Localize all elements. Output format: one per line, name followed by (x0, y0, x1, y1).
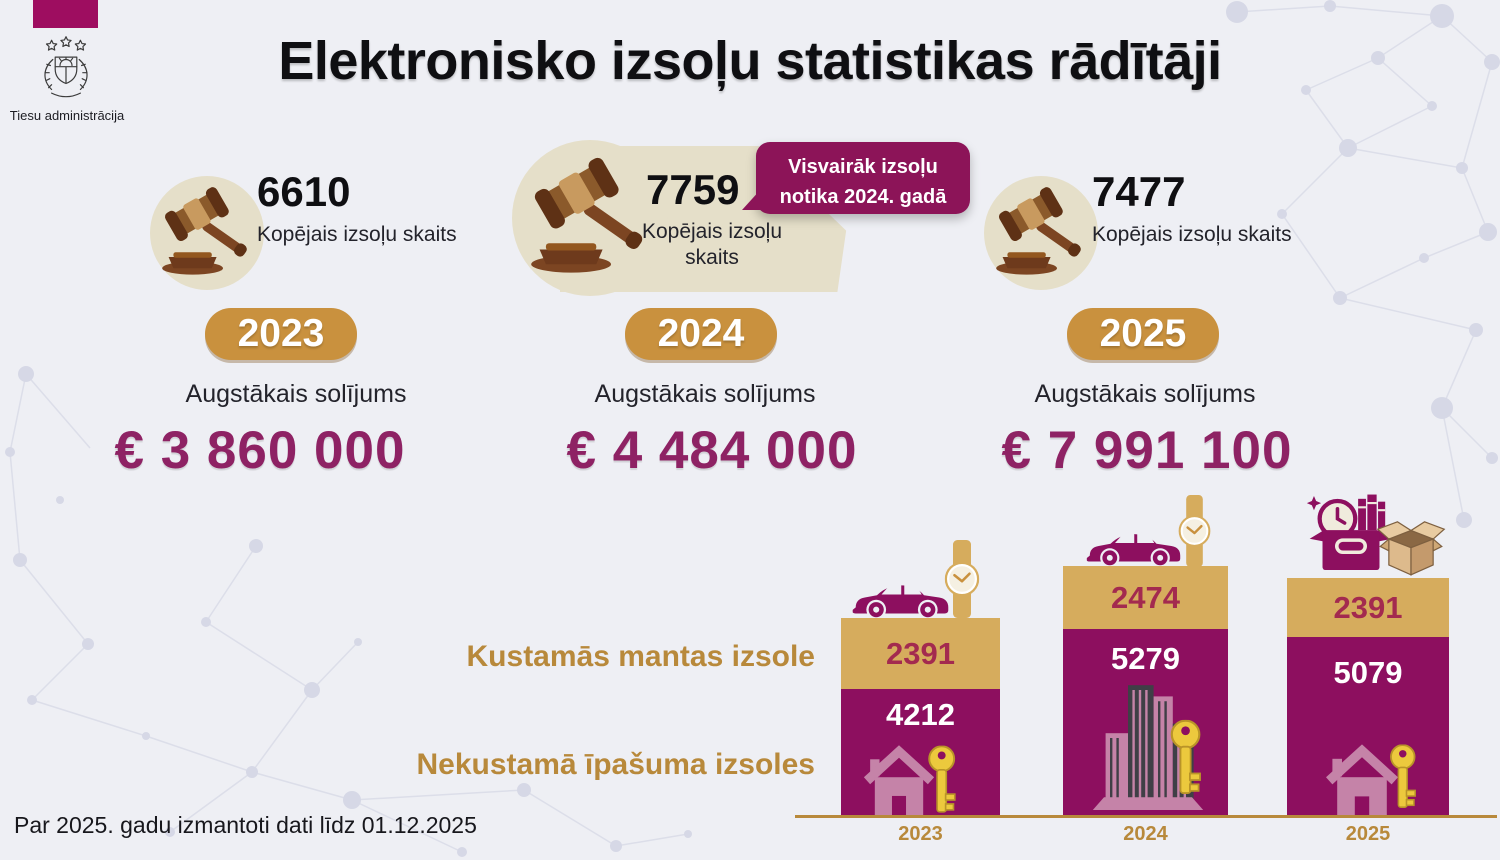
key-icon (1166, 712, 1208, 806)
bar-2025-realestate-value: 5079 (1333, 655, 1403, 690)
gavel-icon (159, 185, 255, 281)
wristwatch-icon (944, 540, 980, 618)
bar-2025-movable-value: 2391 (1333, 589, 1403, 625)
callout-line1: Visvairāk izsoļu (788, 156, 938, 178)
coat-of-arms-logo-icon (44, 36, 88, 98)
page-title: Elektronisko izsoļu statistikas rādītāji (278, 31, 1222, 91)
bar-2024-movable-value: 2474 (1111, 579, 1180, 615)
callout-line2: notika 2024. gadā (779, 186, 947, 208)
key-icon (1386, 742, 1422, 814)
total-auctions-2025: 7477 (1092, 168, 1186, 215)
total-auctions-2024: 7759 (646, 166, 740, 213)
wristwatch-icon (1177, 495, 1212, 567)
logo-caption: Tiesu administrācija (9, 108, 125, 123)
year-badge-2025: 2025 (1067, 308, 1219, 360)
total-auctions-caption-2025: Kopējais izsoļu skaits (1092, 223, 1292, 246)
bar-2024-realestate-value: 5279 (1111, 641, 1180, 676)
gavel-circle-2023 (150, 176, 264, 290)
highest-bid-label-2024: Augstākais solījums (594, 380, 816, 408)
gavel-icon (993, 185, 1089, 281)
total-auctions-2023: 6610 (257, 168, 351, 215)
x-axis-label-2024: 2024 (1123, 823, 1168, 845)
gavel-circle-2024 (512, 140, 668, 296)
key-icon (924, 744, 962, 818)
brand-color-block (33, 0, 98, 28)
highest-bid-value-2023: € 3 860 000 (114, 421, 406, 480)
highest-bid-label-2025: Augstākais solījums (1034, 380, 1256, 408)
bar-2023-movable-value: 2391 (886, 635, 955, 671)
car-icon (852, 574, 952, 618)
bar-2023-movable-segment: 2391 (841, 618, 1000, 689)
highest-bid-label-2023: Augstākais solījums (185, 380, 407, 408)
x-axis-label-2025: 2025 (1345, 823, 1391, 845)
highest-bid-value-2024: € 4 484 000 (566, 421, 858, 480)
total-auctions-caption-2024: Kopējais izsoļu skaits (641, 220, 783, 270)
bar-2025-movable-segment: 2391 (1287, 578, 1449, 637)
legend-real-estate: Nekustamā īpašuma izsoles (416, 748, 815, 781)
cardboard-box-icon (1374, 512, 1448, 576)
car-icon (1086, 523, 1184, 566)
legend-movable-property: Kustamās mantas izsole (466, 640, 815, 673)
gavel-circle-2025 (984, 176, 1098, 290)
total-auctions-caption-2023: Kopējais izsoļu skaits (257, 223, 457, 246)
x-axis-line (795, 815, 1497, 818)
year-badge-2023: 2023 (205, 308, 357, 360)
bar-2023-realestate-value: 4212 (886, 697, 955, 732)
bar-2024-movable-segment: 2474 (1063, 566, 1228, 629)
highest-bid-value-2025: € 7 991 100 (1001, 421, 1293, 480)
callout-bubble: Visvairāk izsoļu notika 2024. gadā (742, 142, 970, 214)
year-badge-2024: 2024 (625, 308, 777, 360)
data-cutoff-footnote: Par 2025. gadu izmantoti dati līdz 01.12… (14, 812, 477, 838)
x-axis-label-2023: 2023 (898, 823, 943, 845)
